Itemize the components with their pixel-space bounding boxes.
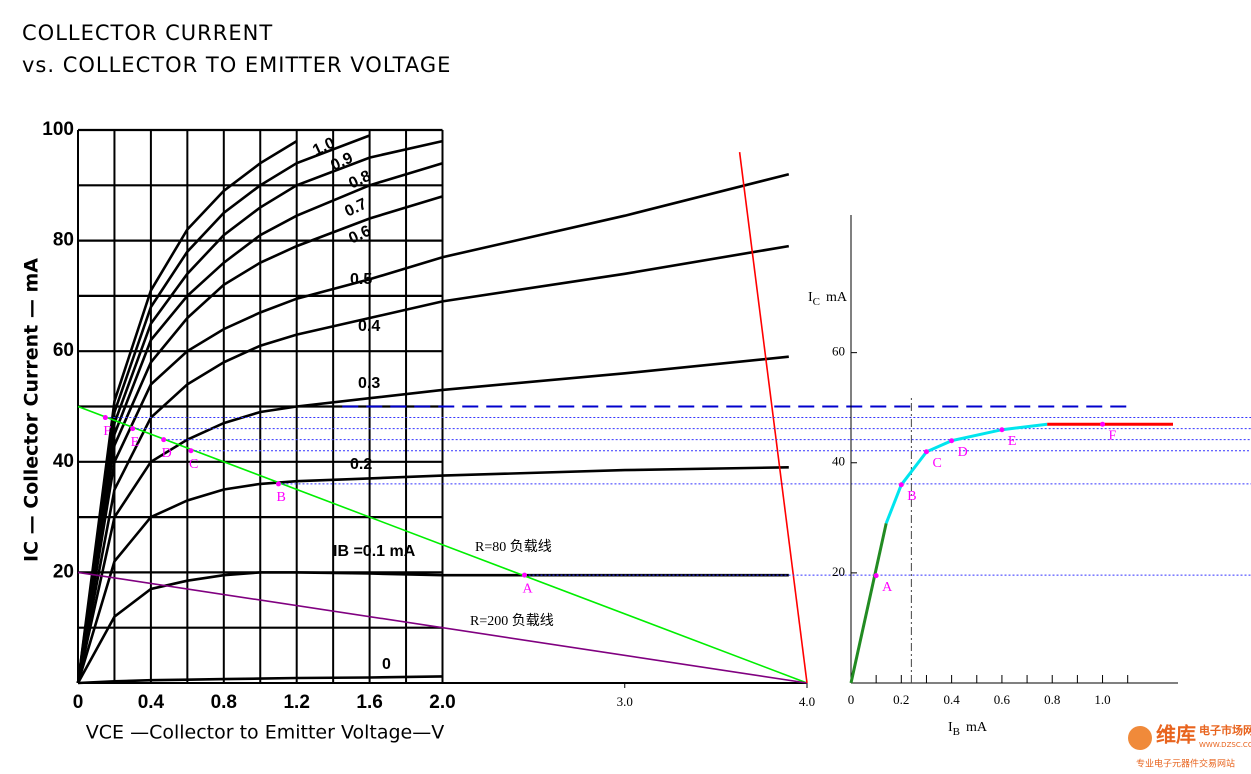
point-label: D: [958, 445, 968, 460]
x-axis-label-unit: mA: [966, 720, 988, 735]
point-label: A: [882, 580, 893, 595]
x-tick-label: 0: [73, 692, 84, 713]
x-axis-label: IB mA: [948, 720, 988, 737]
curve: [76, 172, 790, 684]
x-axis-label-main: I: [948, 720, 953, 735]
curve: [76, 139, 298, 684]
x-tick-label: 0.2: [893, 692, 909, 707]
x-tick-label: 4.0: [799, 694, 815, 709]
y-tick-label: 60: [53, 340, 74, 361]
watermark-site: 电子市场网: [1199, 723, 1251, 737]
curve: [76, 134, 371, 684]
curve-label: 0.3: [358, 375, 380, 392]
operating-point: [130, 426, 136, 432]
y-tick-label: 20: [53, 561, 74, 582]
load-line-label: R=200 负载线: [470, 613, 554, 629]
operating-point: [522, 572, 528, 578]
y-tick-label: 100: [42, 119, 74, 140]
operating-point: [188, 448, 194, 454]
y-axis-label: IC mA: [808, 290, 848, 307]
operating-point: [949, 438, 955, 444]
curve: [76, 161, 443, 684]
x-tick-label: 0.8: [211, 692, 237, 713]
x-tick-label: 0.4: [138, 692, 165, 713]
chart-subtitle: vs. COLLECTOR TO EMITTER VOLTAGE: [22, 53, 451, 77]
point-label: B: [276, 490, 285, 505]
operating-point: [1100, 421, 1106, 427]
load-line-label: R=80 负载线: [475, 539, 552, 555]
load-line: [738, 151, 808, 684]
x-tick-label: 1.6: [356, 692, 382, 713]
curve: [76, 355, 789, 684]
load-line: [77, 405, 808, 684]
curve-label: 0.2: [350, 456, 372, 473]
x-tick-label: 1.2: [283, 692, 309, 713]
y-tick-label: 20: [832, 564, 845, 579]
transfer-curve: [884, 422, 1048, 524]
x-axis-label: VCE —Collector to Emitter Voltage—V: [86, 722, 444, 744]
operating-point: [999, 427, 1005, 433]
point-label: F: [103, 424, 111, 439]
point-label: E: [1008, 434, 1017, 449]
watermark-slogan: 专业电子元器件交易网站: [1136, 758, 1235, 770]
x-tick-label: 0.4: [943, 692, 960, 707]
curve-label: 0.5: [350, 271, 372, 288]
point-label: C: [189, 457, 198, 472]
x-tick-label: 0: [848, 692, 855, 707]
operating-point: [275, 481, 281, 487]
operating-point: [161, 437, 167, 443]
logo: [1128, 726, 1152, 750]
x-tick-label: 3.0: [617, 694, 633, 709]
chart-title: COLLECTOR CURRENT: [22, 21, 273, 45]
watermark-brand: 维库: [1156, 723, 1196, 747]
x-axis-label-sub: B: [953, 726, 960, 738]
operating-point: [873, 573, 879, 579]
curve: [76, 244, 790, 684]
x-tick-label: 2.0: [429, 692, 455, 713]
curve-label: 0.7: [342, 196, 369, 221]
transfer-curve: [849, 522, 888, 684]
y-tick-label: 40: [832, 454, 845, 469]
operating-point: [102, 415, 108, 421]
x-tick-label: 1.0: [1094, 692, 1110, 707]
curve: [76, 139, 443, 684]
curve-label: IB =0.1 mA: [333, 543, 416, 560]
y-tick-label: 60: [832, 344, 845, 359]
point-label: A: [523, 581, 534, 596]
curve-label: 0: [382, 656, 391, 673]
x-tick-label: 0.6: [994, 692, 1011, 707]
point-label: F: [1109, 428, 1117, 443]
y-tick-label: 80: [53, 230, 74, 251]
point-label: E: [131, 435, 140, 450]
y-axis-label-sub: C: [813, 296, 820, 308]
operating-point: [898, 482, 904, 488]
point-label: C: [932, 456, 941, 471]
curve: [77, 675, 443, 685]
load-line: [77, 571, 808, 684]
y-tick-label: 40: [53, 451, 74, 472]
y-axis-label: IC — Collector Current — mA: [21, 258, 43, 562]
x-tick-label: 0.8: [1044, 692, 1060, 707]
y-axis-label-main: I: [808, 290, 813, 305]
watermark: 维库 电子市场网 WWW.DZSC.COM 专业电子元器件交易网站: [1128, 723, 1251, 770]
curve-label: 0.4: [358, 318, 380, 335]
curve: [76, 571, 789, 684]
point-label: B: [907, 489, 916, 504]
operating-point: [923, 449, 929, 455]
curve: [76, 466, 789, 684]
watermark-url: WWW.DZSC.COM: [1199, 741, 1251, 749]
point-label: D: [162, 446, 172, 461]
y-axis-label-unit: mA: [826, 290, 848, 305]
